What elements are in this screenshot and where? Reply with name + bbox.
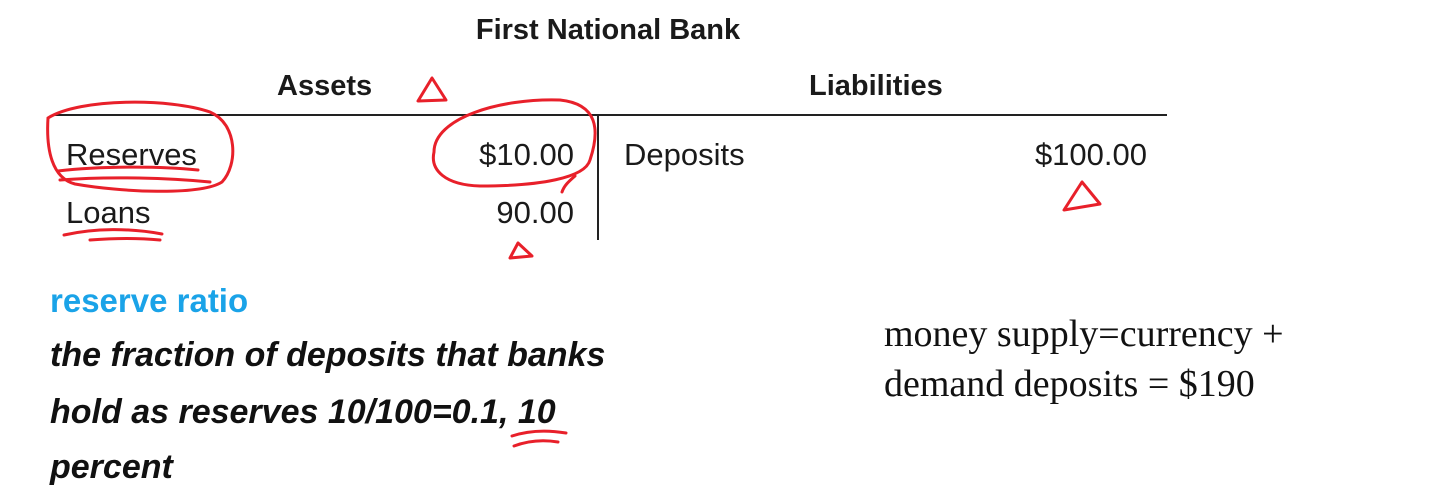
delta-mark-assets <box>416 76 448 103</box>
table-header-rule <box>54 114 1167 116</box>
liabilities-header: Liabilities <box>809 70 943 102</box>
delta-mark-deposits <box>1062 180 1102 212</box>
value-circle-mark <box>431 98 597 188</box>
value-circle-tail-mark <box>560 174 577 194</box>
ratio-underline-mark-2 <box>512 439 560 448</box>
ratio-underline-mark <box>510 429 568 438</box>
definition-line-3: percent <box>50 448 173 486</box>
loans-underline-mark <box>62 228 164 237</box>
definition-term: reserve ratio <box>50 282 249 319</box>
asset-label-loans: Loans <box>66 195 151 230</box>
asset-value-reserves: $10.00 <box>479 137 574 172</box>
liability-label-deposits: Deposits <box>624 137 745 172</box>
table-title: First National Bank <box>475 14 741 46</box>
delta-mark-loans <box>508 241 534 260</box>
assets-header: Assets <box>277 70 373 102</box>
reserves-underline-mark-2 <box>58 176 212 184</box>
money-supply-line-1: money supply=currency + <box>884 313 1284 355</box>
reserves-underline-mark <box>56 165 200 173</box>
loans-underline-mark-2 <box>88 237 162 242</box>
liability-value-deposits: $100.00 <box>1034 137 1147 172</box>
definition-line-2: hold as reserves 10/100=0.1, 10 <box>50 393 556 431</box>
money-supply-line-2: demand deposits = $190 <box>884 363 1255 405</box>
definition-line-1: the fraction of deposits that banks <box>50 336 606 374</box>
table-column-divider <box>597 116 599 240</box>
asset-value-loans: 90.00 <box>496 195 574 230</box>
